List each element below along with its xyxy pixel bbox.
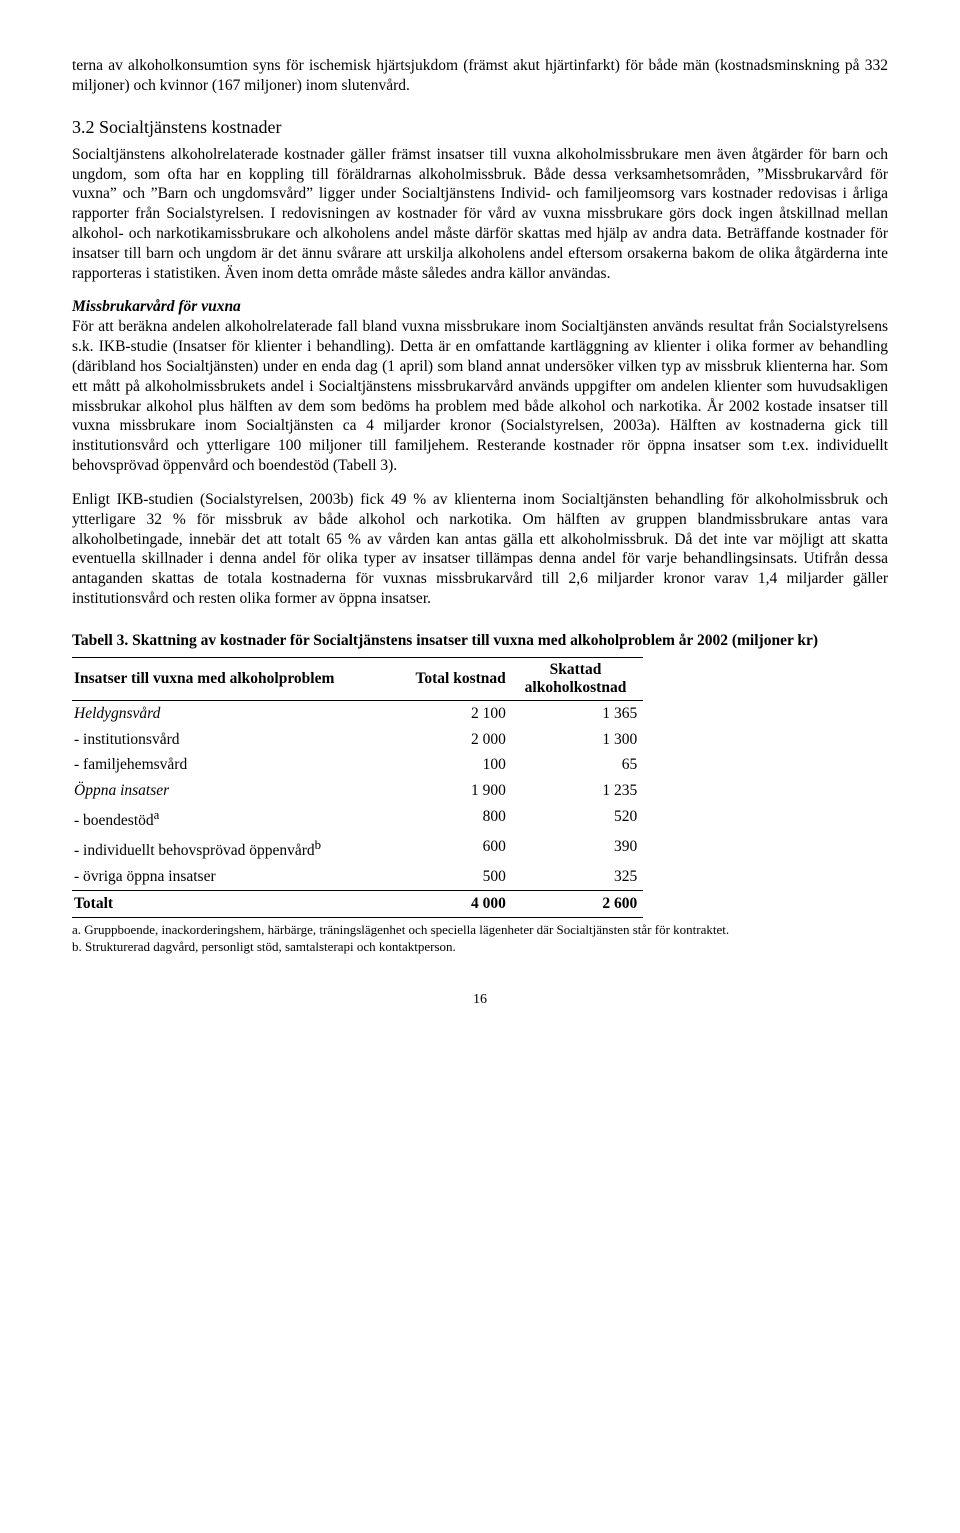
- table-cell-skattad: 325: [512, 864, 643, 890]
- table-cell-label: - familjehemsvård: [72, 752, 380, 778]
- table-cell-total: 800: [380, 804, 511, 834]
- table-cell-skattad: 1 300: [512, 727, 643, 753]
- table-header-line: Skattad: [550, 661, 602, 678]
- table-cell-label: - övriga öppna insatser: [72, 864, 380, 890]
- table-cell-label: - institutionsvård: [72, 727, 380, 753]
- cost-table: Insatser till vuxna med alkoholproblem T…: [72, 657, 643, 918]
- table-row: Heldygnsvård2 1001 365: [72, 700, 643, 726]
- table-cell-total: 2 100: [380, 700, 511, 726]
- table-cell-label: - individuellt behovsprövad öppenvårdb: [72, 834, 380, 864]
- table-cell: 2 600: [512, 890, 643, 917]
- table-row: - övriga öppna insatser500325: [72, 864, 643, 890]
- table-cell-label: - boendestöda: [72, 804, 380, 834]
- table-header-line: alkoholkostnad: [525, 679, 627, 696]
- body-paragraph: För att beräkna andelen alkoholrelaterad…: [72, 317, 888, 476]
- table-cell: 4 000: [380, 890, 511, 917]
- table-cell-skattad: 1 365: [512, 700, 643, 726]
- table-header: Total kostnad: [380, 658, 511, 701]
- table-caption: Tabell 3. Skattning av kostnader för Soc…: [72, 631, 888, 651]
- table-header: Insatser till vuxna med alkoholproblem: [72, 658, 380, 701]
- body-paragraph: Enligt IKB-studien (Socialstyrelsen, 200…: [72, 490, 888, 609]
- page-number: 16: [72, 991, 888, 1009]
- table-cell-total: 500: [380, 864, 511, 890]
- table-cell-total: 2 000: [380, 727, 511, 753]
- table-row: - institutionsvård2 0001 300: [72, 727, 643, 753]
- table-cell-skattad: 1 235: [512, 778, 643, 804]
- table-header: Skattad alkoholkostnad: [512, 658, 643, 701]
- subheading-italic: Missbrukarvård för vuxna: [72, 297, 888, 317]
- table-row-total: Totalt4 0002 600: [72, 890, 643, 917]
- table-row: - boendestöda800520: [72, 804, 643, 834]
- table-cell-skattad: 390: [512, 834, 643, 864]
- footnote: a. Gruppboende, inackorderingshem, härbä…: [72, 922, 888, 939]
- table-cell-skattad: 520: [512, 804, 643, 834]
- footnote-marker: a: [154, 807, 160, 822]
- footnote: b. Strukturerad dagvård, personligt stöd…: [72, 939, 888, 956]
- section-heading: 3.2 Socialtjänstens kostnader: [72, 116, 888, 139]
- table-row: Öppna insatser1 9001 235: [72, 778, 643, 804]
- table-row: - familjehemsvård10065: [72, 752, 643, 778]
- table-cell-skattad: 65: [512, 752, 643, 778]
- table-cell-total: 1 900: [380, 778, 511, 804]
- table-footnotes: a. Gruppboende, inackorderingshem, härbä…: [72, 922, 888, 956]
- table-row: - individuellt behovsprövad öppenvårdb60…: [72, 834, 643, 864]
- footnote-marker: b: [315, 837, 321, 852]
- body-paragraph: Socialtjänstens alkoholrelaterade kostna…: [72, 145, 888, 284]
- intro-paragraph: terna av alkoholkonsumtion syns för isch…: [72, 56, 888, 96]
- table-cell-label: Heldygnsvård: [72, 700, 380, 726]
- table-cell-total: 600: [380, 834, 511, 864]
- table-cell: Totalt: [72, 890, 380, 917]
- table-cell-label: Öppna insatser: [72, 778, 380, 804]
- table-cell-total: 100: [380, 752, 511, 778]
